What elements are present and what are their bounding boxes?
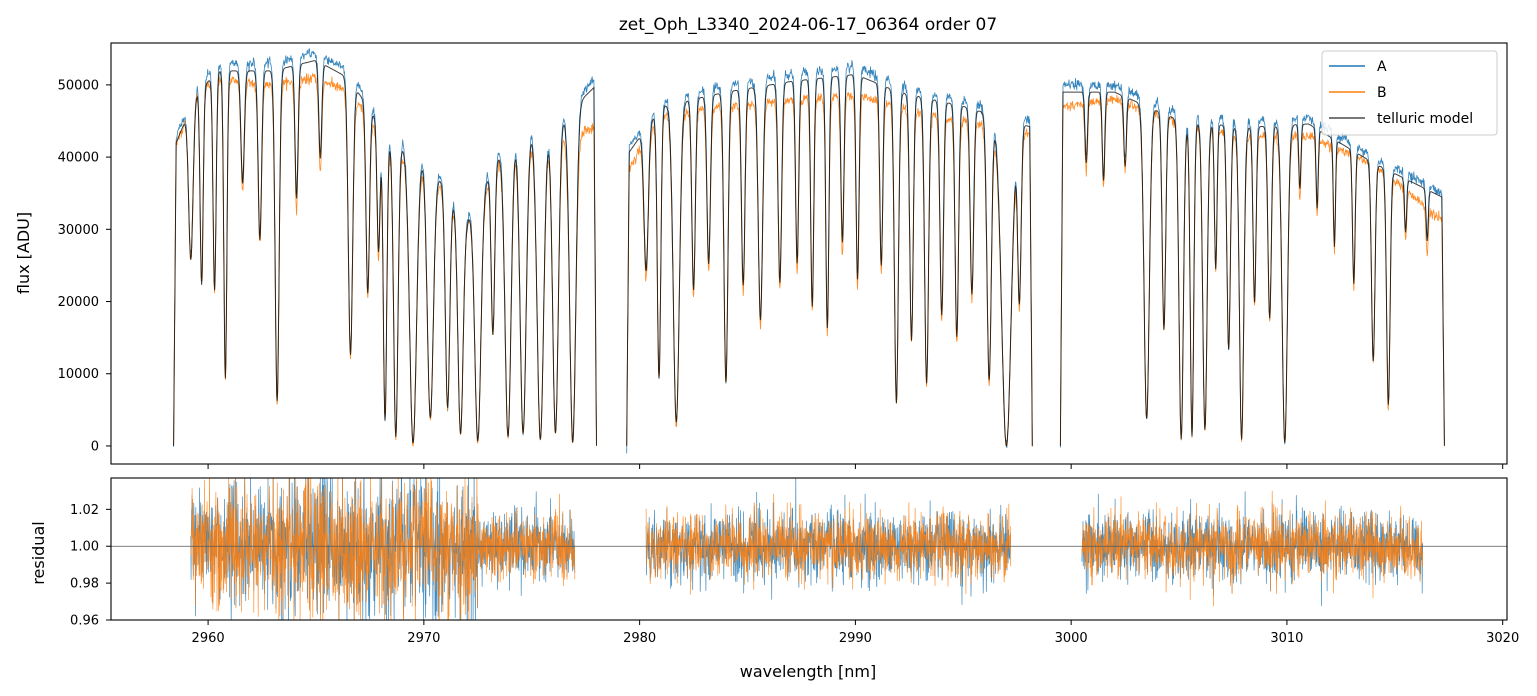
residual-y-tick-label: 1.00 bbox=[70, 540, 99, 555]
residual-y-tick-label: 1.02 bbox=[70, 503, 99, 518]
residual-b-line bbox=[190, 478, 1424, 620]
flux-y-tick-label: 0 bbox=[91, 439, 99, 454]
residual-series-lines bbox=[190, 478, 1424, 620]
residual-y-tick-label: 0.96 bbox=[70, 614, 99, 629]
legend-label-telluric-model: telluric model bbox=[1377, 111, 1473, 127]
flux-y-label: flux [ADU] bbox=[14, 212, 33, 294]
chart-title: zet_Oph_L3340_2024-06-17_06364 order 07 bbox=[619, 15, 997, 35]
residual-x-label: wavelength [nm] bbox=[740, 662, 877, 681]
residual-x-tick-label: 3020 bbox=[1486, 631, 1519, 646]
residual-x-tick-label: 3010 bbox=[1270, 631, 1303, 646]
flux-axes: zet_Oph_L3340_2024-06-17_06364 order 07 … bbox=[14, 15, 1508, 469]
flux-y-ticks: 0 10000 20000 30000 40000 50000 bbox=[58, 78, 111, 454]
residual-x-tick-label: 2960 bbox=[192, 631, 225, 646]
residual-x-tick-label: 2990 bbox=[839, 631, 872, 646]
residual-x-ticks: 2960 2970 2980 2990 3000 3010 3020 bbox=[192, 620, 1519, 646]
legend-label-b: B bbox=[1377, 85, 1387, 101]
residual-x-tick-label: 2970 bbox=[407, 631, 440, 646]
telluric-model-line bbox=[173, 60, 1445, 448]
legend-label-a: A bbox=[1377, 59, 1387, 75]
residual-axes: 0.96 0.98 1.00 1.02 2960 2970 2980 2990 3000 301… bbox=[29, 477, 1519, 681]
flux-series-lines bbox=[173, 48, 1445, 454]
residual-axes-frame bbox=[110, 477, 1508, 621]
residual-y-label: residual bbox=[29, 521, 48, 584]
flux-y-tick-label: 10000 bbox=[58, 367, 99, 382]
residual-y-ticks: 0.96 0.98 1.00 1.02 bbox=[70, 503, 111, 629]
flux-y-tick-label: 30000 bbox=[58, 223, 99, 238]
residual-x-tick-label: 2980 bbox=[623, 631, 656, 646]
flux-axes-frame bbox=[110, 42, 1508, 465]
flux-y-tick-label: 40000 bbox=[58, 151, 99, 166]
flux-x-ticks bbox=[207, 464, 1504, 469]
flux-y-tick-label: 50000 bbox=[58, 78, 99, 93]
flux-y-tick-label: 20000 bbox=[58, 295, 99, 310]
legend-box bbox=[1321, 50, 1498, 136]
legend: A B telluric model bbox=[1321, 50, 1498, 136]
residual-x-tick-label: 3000 bbox=[1055, 631, 1088, 646]
residual-y-tick-label: 0.98 bbox=[70, 577, 99, 592]
